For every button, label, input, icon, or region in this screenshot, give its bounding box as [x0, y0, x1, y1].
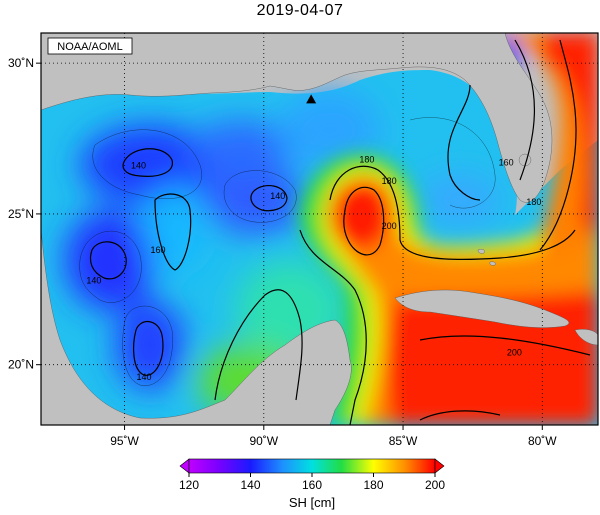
map-title: 2019-04-07 — [256, 2, 344, 19]
contour-label: 160 — [499, 158, 514, 168]
x-tick-label: 90˚W — [249, 434, 278, 448]
credit-box — [47, 37, 133, 55]
contour-label: 200 — [382, 221, 397, 231]
contour-label: 200 — [507, 348, 522, 358]
map-frame — [40, 32, 599, 426]
credit-label: NOAA/AOML — [57, 41, 122, 53]
colorbar-low-arrow — [179, 458, 190, 474]
colorbar-high-arrow — [434, 458, 445, 474]
lat-lon-grid — [41, 33, 598, 425]
colorbar-label: SH [cm] — [289, 495, 335, 510]
x-tick-label: 85˚W — [389, 434, 418, 448]
contour-label: 140 — [270, 191, 285, 201]
contour-label: 140 — [131, 161, 146, 171]
triangle-marker — [306, 94, 317, 104]
contour-labels: 140 140 140 140 160 160 180 180 180 200 200 — [86, 155, 541, 382]
colorbar-tick-label: 180 — [363, 478, 383, 492]
contour-label: 160 — [150, 245, 165, 255]
y-tick-label: 25˚N — [8, 207, 34, 221]
contour-label: 140 — [86, 275, 101, 285]
colorbar: 120 140 160 180 200 SH [cm] — [179, 458, 445, 510]
y-tick-label: 20˚N — [8, 358, 34, 372]
x-tick-label: 95˚W — [110, 434, 139, 448]
longitude-axis: 95˚W 90˚W 85˚W 80˚W — [110, 425, 557, 448]
major-contours — [89, 39, 591, 425]
contour-label: 140 — [137, 372, 152, 382]
colorbar-tick-label: 120 — [179, 478, 199, 492]
contour-label: 180 — [359, 155, 374, 165]
x-tick-label: 80˚W — [528, 434, 557, 448]
land-masses — [41, 33, 598, 425]
contour-label: 180 — [382, 176, 397, 186]
colorbar-tick-label: 140 — [240, 478, 260, 492]
latitude-axis: 30˚N 25˚N 20˚N — [8, 56, 41, 372]
colorbar-tick-label: 200 — [425, 478, 445, 492]
colorbar-tick-label: 160 — [302, 478, 322, 492]
y-tick-label: 30˚N — [8, 56, 34, 70]
contour-label: 180 — [526, 197, 541, 207]
colorbar-gradient — [188, 458, 436, 474]
